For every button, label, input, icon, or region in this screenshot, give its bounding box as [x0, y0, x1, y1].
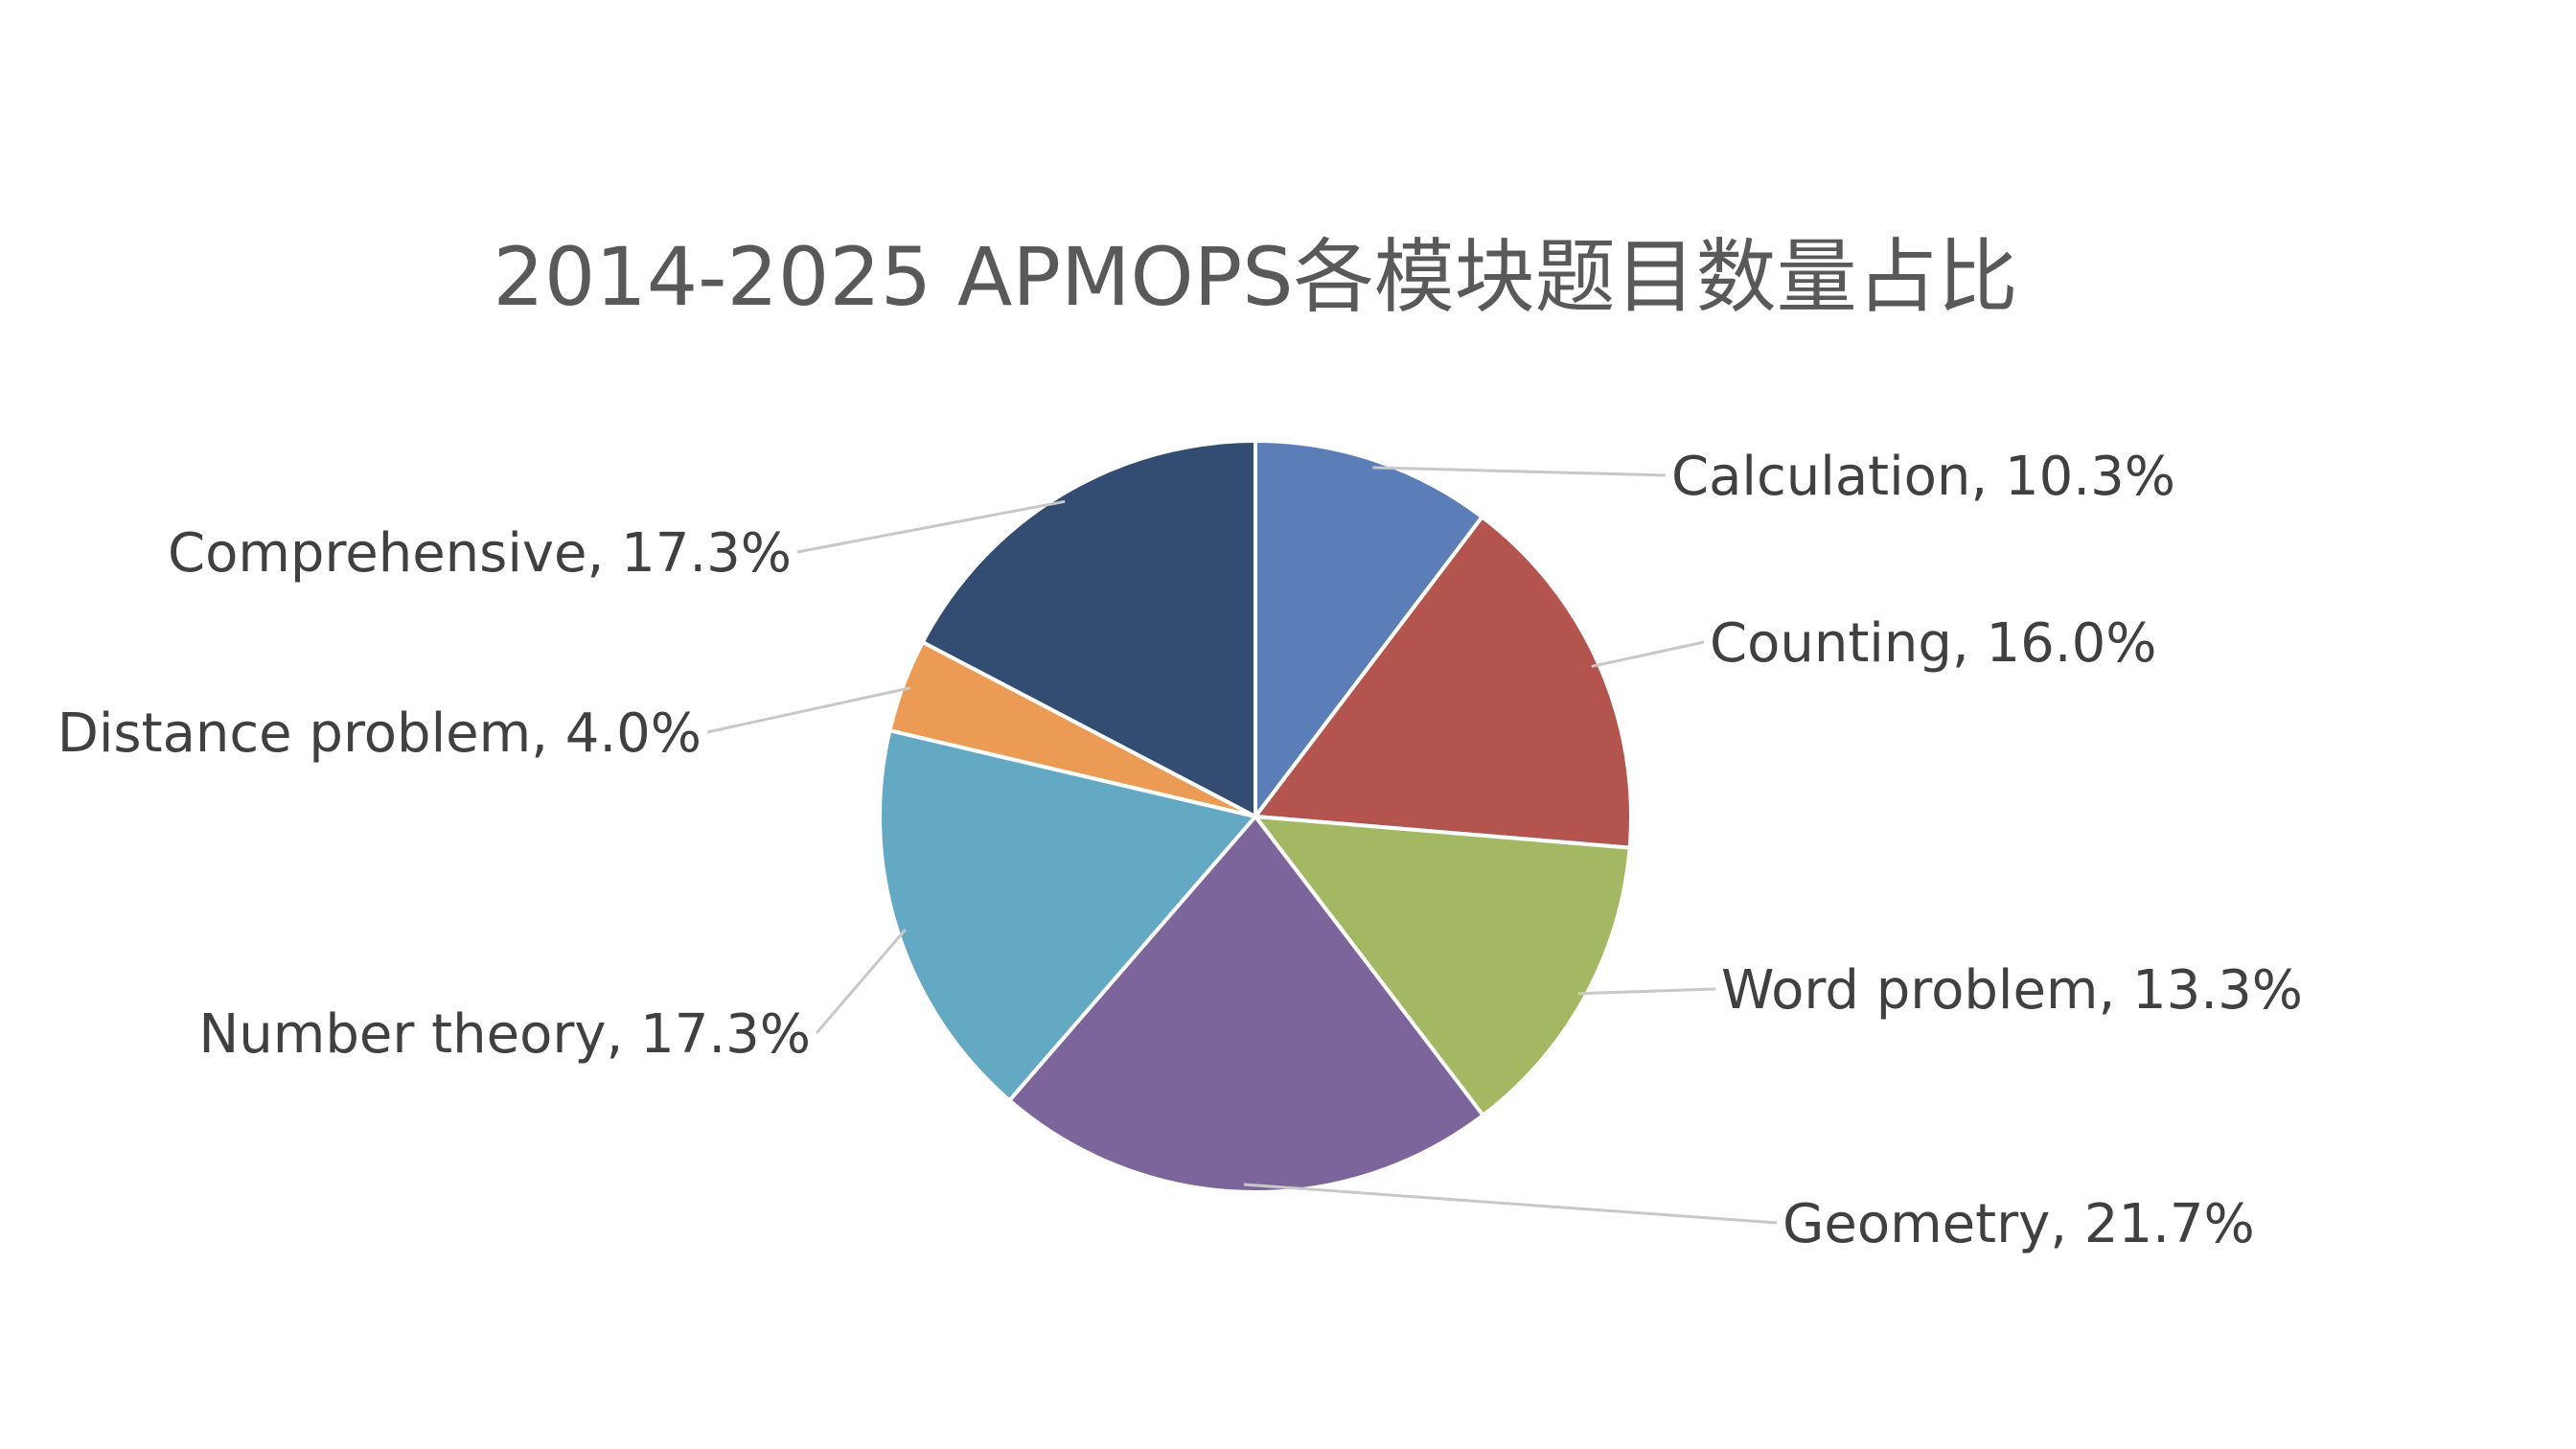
leader-line: [1243, 1183, 1778, 1225]
slice-label-calculation: Calculation, 10.3%: [1671, 446, 2175, 508]
leader-line: [796, 499, 1066, 554]
leader-line: [706, 686, 911, 734]
pie-slice-number-theory: [878, 727, 1259, 1104]
leader-line: [1591, 640, 1705, 668]
pie-slice-counting: [1252, 514, 1633, 850]
pie-slice-comprehensive: [920, 438, 1257, 820]
slice-label-counting: Counting, 16.0%: [1710, 612, 2156, 675]
leader-line: [815, 929, 907, 1034]
pie-slice-calculation: [1254, 438, 1485, 822]
slice-label-distance-problem: Distance problem, 4.0%: [58, 702, 702, 765]
pie-slice-word-problem: [1251, 814, 1632, 1118]
pie-slice-geometry: [1006, 813, 1486, 1194]
slice-label-word-problem: Word problem, 13.3%: [1721, 959, 2303, 1022]
chart-title: 2014-2025 APMOPS各模块题目数量占比: [493, 230, 2017, 324]
slice-label-number-theory: Number theory, 17.3%: [198, 1003, 811, 1066]
slices-layer: [878, 438, 1633, 1194]
slice-labels: Calculation, 10.3% Counting, 16.0% Word pr…: [58, 446, 2303, 1255]
slice-label-geometry: Geometry, 21.7%: [1782, 1193, 2255, 1255]
slice-label-comprehensive: Comprehensive, 17.3%: [168, 522, 792, 585]
leader-lines: [706, 466, 1778, 1225]
leader-line: [1372, 466, 1667, 477]
leader-line: [1577, 987, 1716, 996]
